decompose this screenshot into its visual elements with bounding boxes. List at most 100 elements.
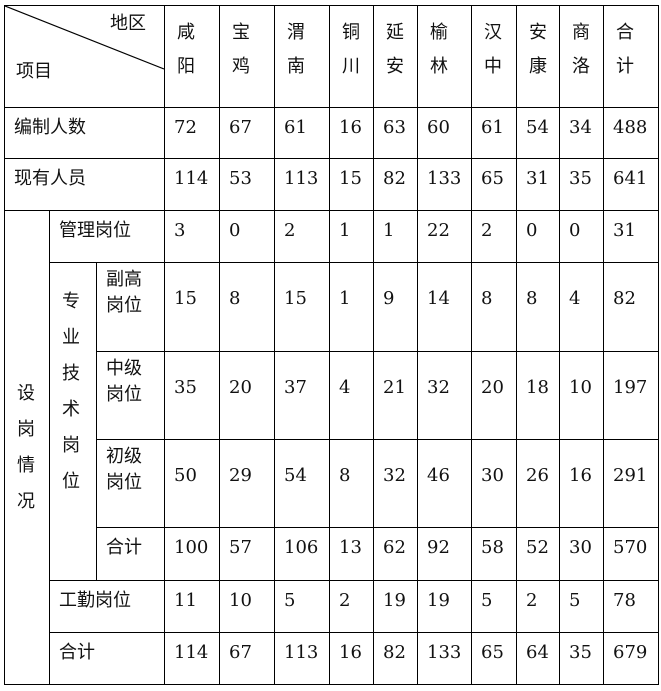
region-name: 宝鸡: [232, 22, 251, 77]
value-cell: 15: [329, 158, 375, 211]
value-cell: 30: [559, 527, 605, 581]
value-cell: 50: [164, 439, 221, 528]
row-label: 合计: [48, 632, 166, 685]
row-label: 工勤岗位: [48, 580, 166, 633]
value-cell: 67: [219, 107, 276, 159]
row-label: 副高岗位: [106, 269, 142, 316]
value-cell: 15: [274, 262, 331, 352]
value-cell: 113: [274, 158, 331, 211]
value-cell: 54: [274, 439, 331, 528]
row-label-cell: 副高岗位: [95, 262, 166, 352]
region-name: 商洛: [572, 22, 591, 77]
value-cell: 291: [603, 439, 660, 528]
region-name: 铜川: [342, 22, 361, 77]
value-cell: 16: [559, 439, 605, 528]
professional-label-cell: 专业技术岗位: [49, 262, 97, 581]
value-cell: 1: [329, 262, 375, 352]
value-cell: 67: [219, 632, 276, 685]
row-label-cell: 中级岗位: [95, 351, 166, 440]
region-header: 咸阳: [164, 5, 221, 108]
value-cell: 35: [559, 158, 605, 211]
table-row: 现有人员 114 53 113 15 82 133 65 31 35 641: [3, 158, 660, 211]
table-row: 专业技术岗位 副高岗位 15 8 15 1 9 14 8 8 4 82: [5, 262, 660, 581]
region-header: 安康: [516, 5, 561, 108]
value-cell: 5: [471, 580, 518, 633]
region-name: 汉中: [484, 22, 503, 77]
value-cell: 1: [373, 210, 419, 263]
value-cell: 570: [603, 527, 660, 581]
table-row: 合计 114 67 113 16 82 133 65 64 35 679: [5, 632, 660, 685]
value-cell: 8: [516, 262, 561, 352]
value-cell: 14: [417, 262, 473, 352]
value-cell: 64: [516, 632, 561, 685]
value-cell: 16: [329, 107, 375, 159]
value-cell: 4: [559, 262, 605, 352]
value-cell: 20: [471, 351, 518, 440]
region-header: 榆林: [417, 5, 473, 108]
table-row: 中级岗位 35 20 37 4 21 32 20 18 10 197: [5, 351, 660, 440]
value-cell: 31: [516, 158, 561, 211]
value-cell: 20: [219, 351, 276, 440]
value-cell: 10: [219, 580, 276, 633]
value-cell: 0: [219, 210, 276, 263]
value-cell: 5: [559, 580, 605, 633]
region-header: 商洛: [559, 5, 605, 108]
table-row: 初级岗位 50 29 54 8 32 46 30 26 16 291: [5, 439, 660, 528]
value-cell: 18: [516, 351, 561, 440]
value-cell: 82: [373, 158, 419, 211]
value-cell: 35: [559, 632, 605, 685]
item-axis-label: 项目: [16, 61, 52, 82]
value-cell: 30: [471, 439, 518, 528]
value-cell: 8: [329, 439, 375, 528]
region-header: 汉中: [471, 5, 518, 108]
value-cell: 100: [164, 527, 221, 581]
row-label: 编制人数: [3, 107, 166, 159]
value-cell: 61: [471, 107, 518, 159]
row-label: 合计: [95, 527, 166, 581]
value-cell: 62: [373, 527, 419, 581]
region-name: 合计: [616, 22, 635, 77]
value-cell: 31: [603, 210, 660, 263]
table-row: 设岗情况 管理岗位 3 0 2 1 1 22 2 0 0 31: [4, 210, 660, 685]
region-name: 延安: [386, 22, 405, 77]
value-cell: 488: [603, 107, 660, 159]
value-cell: 197: [603, 351, 660, 440]
value-cell: 679: [603, 632, 660, 685]
value-cell: 57: [219, 527, 276, 581]
value-cell: 641: [603, 158, 660, 211]
value-cell: 35: [164, 351, 221, 440]
row-label-cell: 初级岗位: [95, 439, 166, 528]
value-cell: 9: [373, 262, 419, 352]
value-cell: 63: [373, 107, 419, 159]
value-cell: 53: [219, 158, 276, 211]
value-cell: 54: [516, 107, 561, 159]
row-label: 管理岗位: [48, 210, 166, 263]
value-cell: 15: [164, 262, 221, 352]
table-row: 编制人数 72 67 61 16 63 60 61 54 34 488: [3, 107, 660, 159]
value-cell: 10: [559, 351, 605, 440]
value-cell: 11: [164, 580, 221, 633]
value-cell: 72: [164, 107, 221, 159]
region-name: 榆林: [430, 22, 449, 77]
value-cell: 58: [471, 527, 518, 581]
value-cell: 3: [164, 210, 221, 263]
value-cell: 106: [274, 527, 331, 581]
value-cell: 65: [471, 632, 518, 685]
value-cell: 8: [471, 262, 518, 352]
value-cell: 65: [471, 158, 518, 211]
value-cell: 2: [471, 210, 518, 263]
value-cell: 82: [373, 632, 419, 685]
value-cell: 113: [274, 632, 331, 685]
diagonal-header-cell: 地区 项目: [3, 5, 166, 108]
row-label: 中级岗位: [106, 358, 142, 405]
value-cell: 78: [603, 580, 660, 633]
header-row: 地区 项目 咸阳 宝鸡 渭南 铜川 延安 榆林 汉中 安康 商洛 合计: [3, 5, 660, 108]
region-header: 渭南: [274, 5, 331, 108]
row-group-label: 设岗情况: [17, 382, 35, 512]
value-cell: 29: [219, 439, 276, 528]
value-cell: 34: [559, 107, 605, 159]
value-cell: 5: [274, 580, 331, 633]
region-name: 咸阳: [177, 22, 196, 77]
region-axis-label: 地区: [110, 13, 147, 34]
value-cell: 133: [417, 158, 473, 211]
